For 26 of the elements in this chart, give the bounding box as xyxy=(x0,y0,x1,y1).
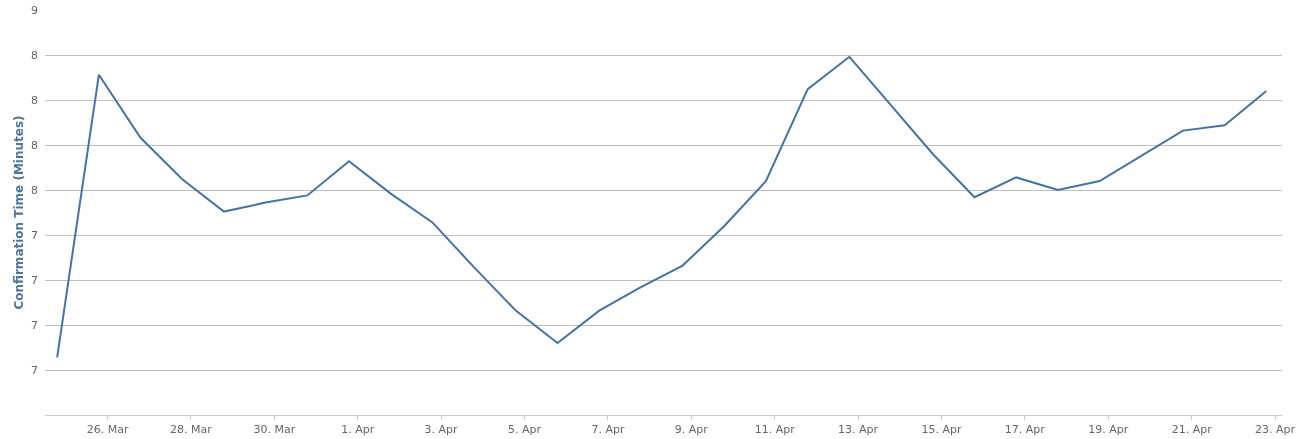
x-tick-label: 9. Apr xyxy=(674,423,709,437)
x-tick-label: 13. Apr xyxy=(838,423,879,437)
x-tick-label: 30. Mar xyxy=(253,423,296,437)
y-tick-label: 7 xyxy=(31,228,38,242)
x-tick-label: 26. Mar xyxy=(86,423,129,437)
x-tick-label: 3. Apr xyxy=(424,423,459,437)
x-tick-label: 28. Mar xyxy=(170,423,213,437)
x-tick-label: 5. Apr xyxy=(507,423,542,437)
y-tick-label: 8 xyxy=(31,183,38,197)
x-tick-label: 11. Apr xyxy=(754,423,796,437)
y-tick-label: 7 xyxy=(31,318,38,332)
y-tick-label: 8 xyxy=(31,138,38,152)
x-tick-label: 17. Apr xyxy=(1004,423,1046,437)
y-tick-label: 7 xyxy=(31,273,38,287)
x-tick-label: 7. Apr xyxy=(591,423,625,437)
y-tick-label: 8 xyxy=(31,93,38,107)
x-tick-label: 21. Apr xyxy=(1171,423,1213,437)
x-tick-label: 15. Apr xyxy=(921,423,962,437)
line-series xyxy=(56,55,1268,359)
x-tick-label: 19. Apr xyxy=(1088,423,1129,437)
y-tick-label: 9 xyxy=(31,3,38,17)
y-tick-label: 7 xyxy=(31,363,38,377)
y-tick-label: 8 xyxy=(31,48,38,62)
x-tick-label: 1. Apr xyxy=(341,423,375,437)
x-tick-label: 23. Apr xyxy=(1255,423,1296,437)
y-axis-title: Confirmation Time (Minutes) xyxy=(12,115,27,310)
